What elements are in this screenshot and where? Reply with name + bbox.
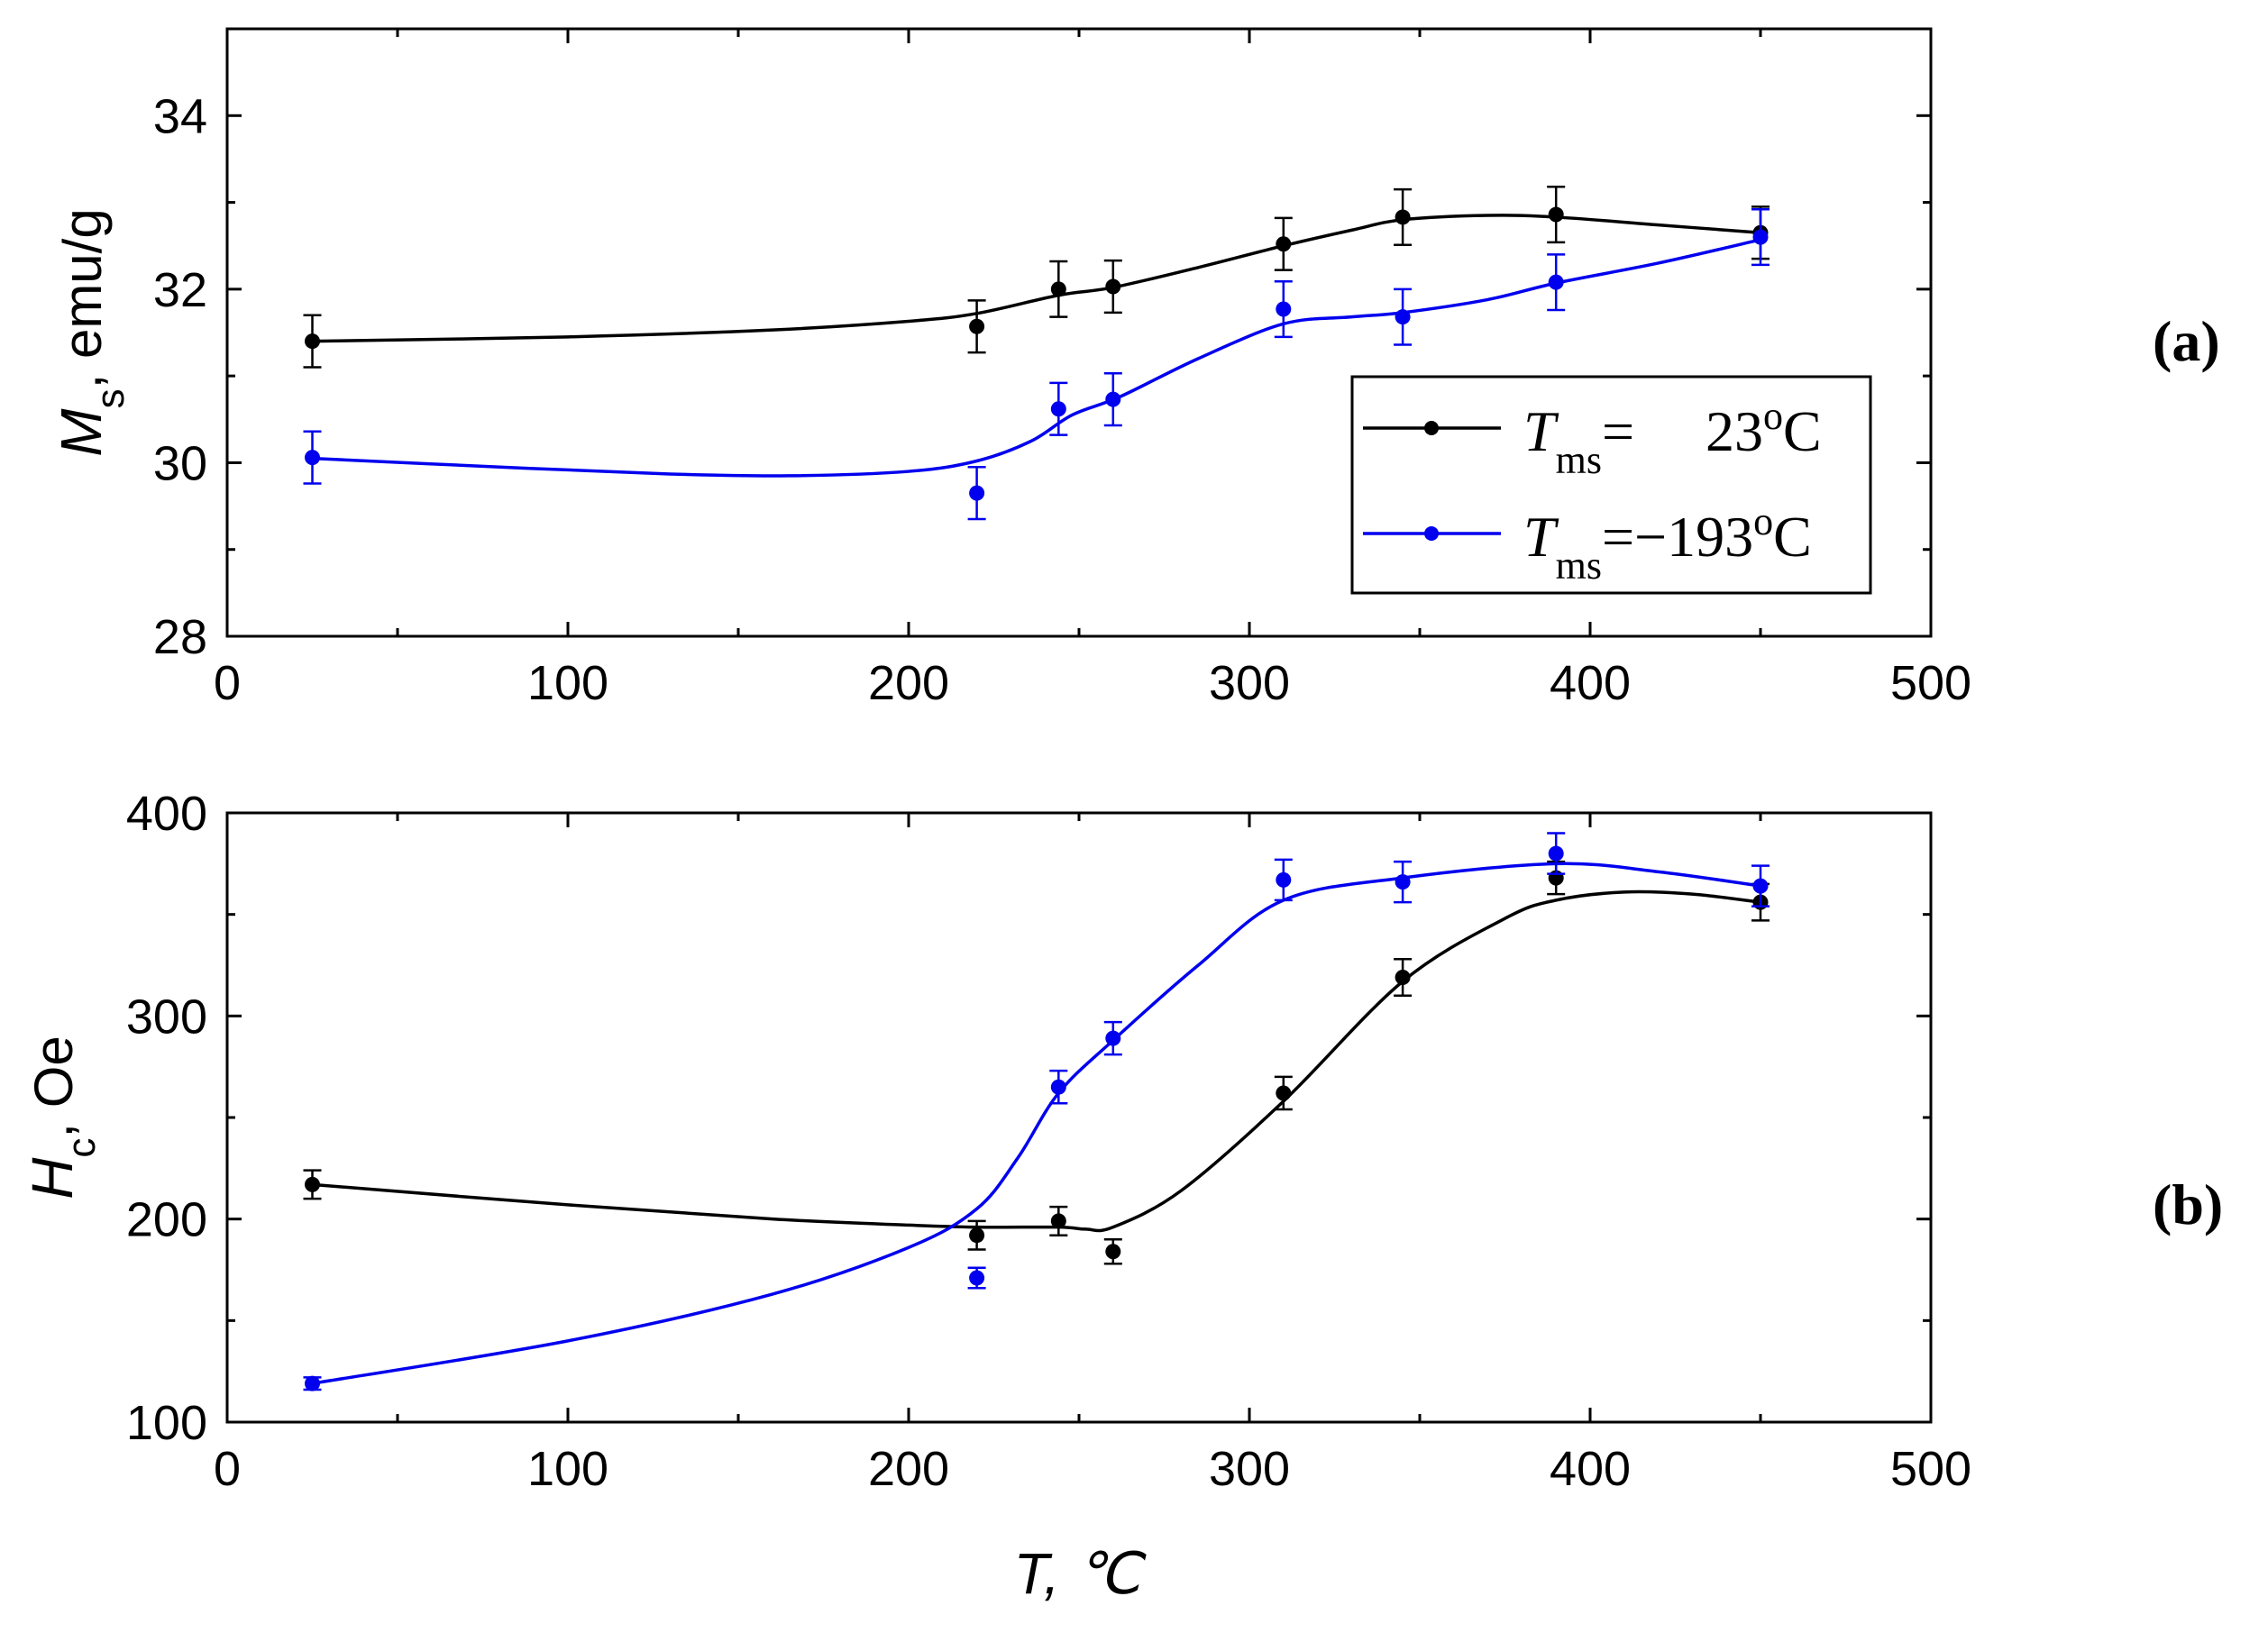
panel-a-tick-labels: 0 100 200 300 400 500 28 30 32 34 (153, 89, 1971, 710)
legend-subscript: ms (1556, 543, 1602, 588)
panel-b-curve-black (312, 889, 1761, 1233)
y-tick-label: 300 (126, 990, 207, 1044)
legend-symbol: T (1523, 505, 1559, 569)
panel-b-point-black (1050, 1213, 1066, 1229)
legend-marker-blue (1424, 526, 1439, 541)
y-title-subscript: c (59, 1138, 104, 1158)
panel-a-point-blue (1752, 229, 1769, 245)
legend-subscript: ms (1556, 438, 1602, 482)
y-tick-label: 100 (126, 1396, 207, 1450)
panel-b-point-black (969, 1227, 985, 1244)
x-tick-label: 500 (1890, 1442, 1971, 1496)
y-title-symbol: H (20, 1157, 85, 1200)
y-tick-label: 30 (153, 436, 207, 490)
y-title-unit: , Oe (23, 1035, 84, 1137)
y-tick-label: 34 (153, 89, 207, 143)
legend-symbol: T (1523, 399, 1559, 463)
panel-a-point-black (1395, 209, 1411, 225)
panel-b-point-blue (1050, 1079, 1066, 1095)
panel-a-point-blue (969, 485, 985, 501)
x-tick-label: 400 (1550, 1442, 1631, 1496)
x-tick-label: 100 (527, 656, 608, 710)
panel-a-point-blue (305, 450, 320, 466)
panel-b-point-blue (969, 1270, 985, 1286)
x-tick-label: 400 (1550, 656, 1631, 710)
x-tick-label: 300 (1209, 656, 1290, 710)
panel-b-y-axis-title: Hc, Oe (20, 1035, 104, 1200)
panel-a-label: (a) (2153, 309, 2220, 373)
y-tick-label: 28 (153, 610, 207, 664)
x-tick-label: 0 (214, 1442, 241, 1496)
panel-b-point-blue (1752, 878, 1769, 894)
panel-b-frame (225, 811, 1933, 1424)
panel-a-point-black (1276, 236, 1292, 252)
legend-label-minus-193: Tms=−193oC (1523, 499, 1812, 588)
panel-b-ticks (227, 813, 1931, 1422)
panel-b-point-blue (305, 1375, 320, 1391)
panel-b-point-blue (1105, 1030, 1121, 1046)
legend-box (1350, 375, 1872, 595)
panel-b-point-blue (1548, 845, 1564, 862)
panel-a-point-black (1548, 206, 1564, 223)
panel-b-point-black (1105, 1244, 1121, 1260)
panel-a-point-black (1050, 281, 1066, 297)
panel-a-curve-blue (312, 238, 1761, 478)
panel-b-point-blue (1276, 871, 1292, 888)
x-tick-label: 500 (1890, 656, 1971, 710)
panel-a-point-blue (1548, 274, 1564, 290)
panel-b-point-black (305, 1176, 320, 1192)
x-tick-label: 0 (214, 656, 241, 710)
panel-b-curve-blue (312, 862, 1761, 1385)
panel-b-label: (b) (2153, 1172, 2223, 1236)
panel-a-point-black (969, 318, 985, 334)
legend-entry-minus-193: Tms=−193oC (1363, 499, 1812, 588)
legend-value: −193 (1634, 505, 1753, 569)
panel-a-point-blue (1276, 301, 1292, 317)
y-tick-label: 200 (126, 1193, 207, 1247)
y-title-subscript: s (88, 388, 133, 408)
legend-entry-23: Tms= 23oC (1363, 394, 1822, 482)
legend-eq: = (1602, 505, 1634, 569)
panel-a-point-black (305, 333, 320, 350)
panel-b-point-blue (1395, 874, 1411, 890)
panel-a-series (303, 185, 1770, 521)
panel-a-point-black (1105, 278, 1121, 295)
x-title-unit: , ℃ (1044, 1541, 1148, 1606)
legend: Tms= 23oC Tms=−193oC (1350, 375, 1872, 595)
panel-a-point-blue (1395, 309, 1411, 325)
y-tick-label: 400 (126, 787, 207, 841)
y-tick-label: 32 (153, 263, 207, 317)
x-tick-label: 100 (527, 1442, 608, 1496)
panel-a-y-axis-title: Ms, emu/g (49, 208, 133, 456)
panel-b-point-black (1276, 1085, 1292, 1101)
legend-marker-black (1424, 421, 1439, 435)
y-title-symbol: M (49, 408, 114, 457)
panel-a-point-blue (1105, 391, 1121, 407)
legend-eq: = (1602, 399, 1634, 463)
panel-b-point-black (1395, 970, 1411, 986)
legend-unit: C (1773, 505, 1812, 569)
panel-a-curve-black (312, 214, 1761, 343)
legend-deg: o (1763, 394, 1783, 438)
legend-value: 23 (1706, 399, 1763, 463)
legend-deg: o (1753, 499, 1773, 543)
x-tick-label: 300 (1209, 1442, 1290, 1496)
panel-a-point-blue (1050, 401, 1066, 417)
legend-label-23: Tms= 23oC (1523, 394, 1822, 482)
legend-unit: C (1783, 399, 1822, 463)
y-title-unit: , emu/g (52, 208, 113, 388)
x-tick-label: 200 (868, 1442, 949, 1496)
x-axis-title: T, ℃ (1014, 1541, 1148, 1606)
panel-a-ticks (227, 29, 1931, 636)
x-tick-label: 200 (868, 656, 949, 710)
panel-b-series (303, 832, 1770, 1391)
